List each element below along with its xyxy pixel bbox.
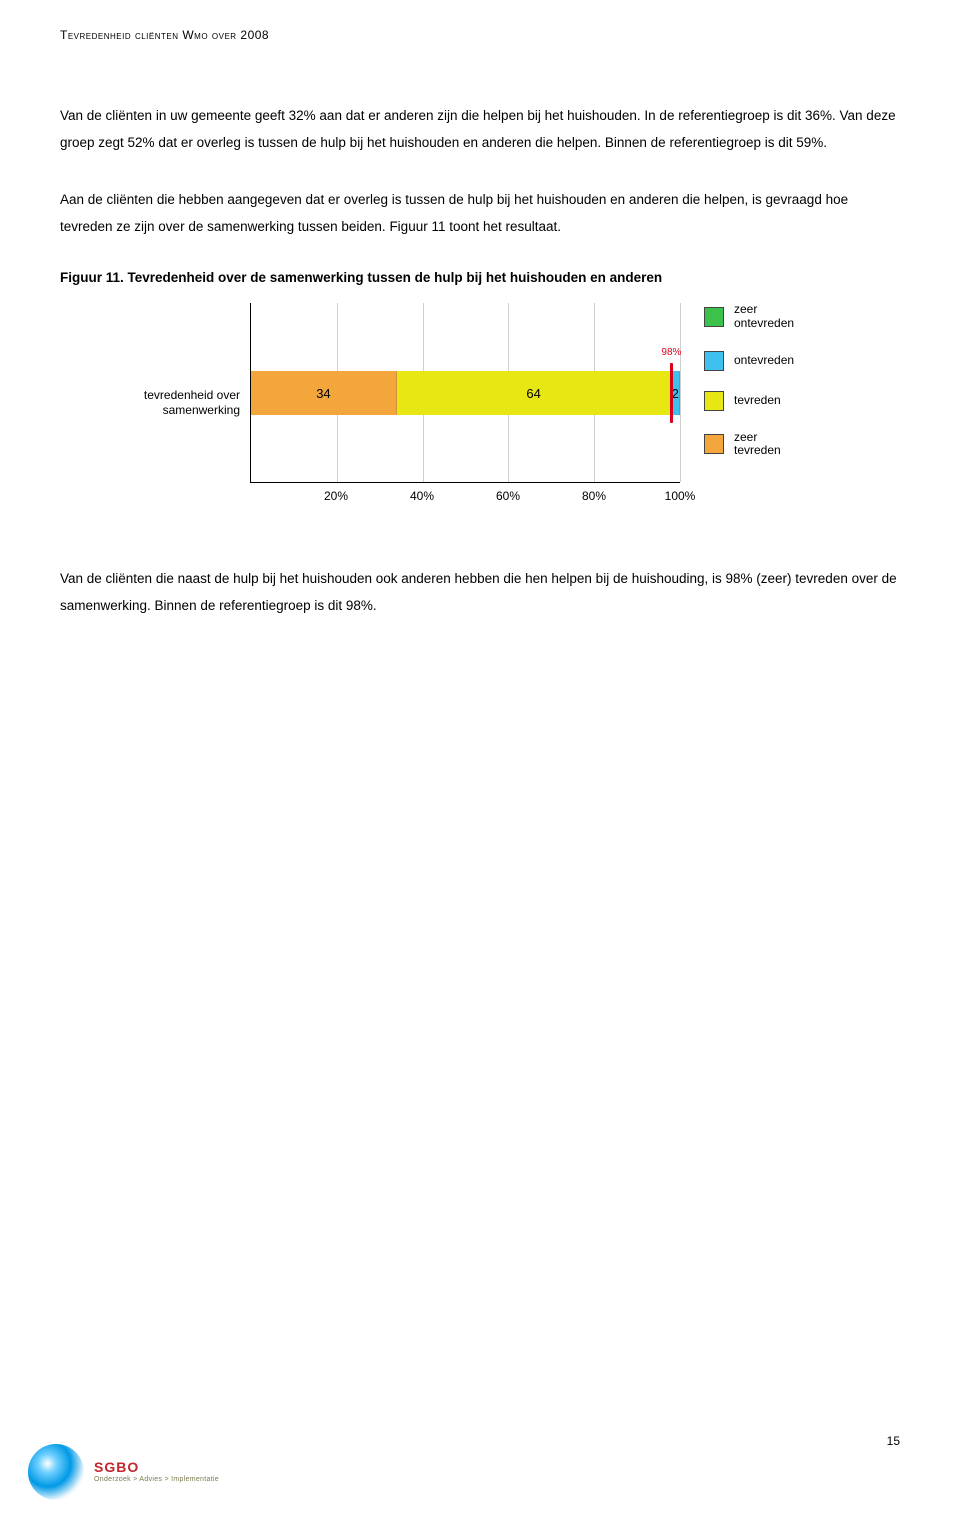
legend-label: tevreden: [734, 394, 781, 408]
legend-swatch: [704, 391, 724, 411]
page-footer: 15 SGBO Onderzoek > Advies > Implementat…: [0, 1434, 960, 1514]
chart-bar-segment: 64: [397, 371, 672, 415]
chart-container: tevredenheid over samenwerking 3464298% …: [120, 303, 900, 515]
reference-label: 98%: [661, 347, 681, 358]
legend-item: zeer tevreden: [704, 431, 794, 459]
y-axis-label: tevredenheid over samenwerking: [120, 388, 250, 418]
x-axis-tick: 60%: [496, 489, 520, 503]
legend-swatch: [704, 307, 724, 327]
logo-text: SGBO Onderzoek > Advies > Implementatie: [94, 1460, 219, 1483]
chart-area: 3464298% 20%40%60%80%100%: [250, 303, 680, 515]
chart-plot: 34642 98%: [250, 303, 680, 483]
logo-name: SGBO: [94, 1460, 219, 1475]
chart-bar-row: 34642: [251, 371, 680, 415]
legend-item: ontevreden: [704, 351, 794, 371]
paragraph-1: Van de cliënten in uw gemeente geeft 32%…: [60, 102, 900, 156]
figure-caption: Figuur 11. Tevredenheid over de samenwer…: [60, 270, 900, 285]
page-header-title: Tevredenheid cliënten Wmo over 2008: [60, 28, 900, 42]
paragraph-3: Van de cliënten die naast de hulp bij he…: [60, 565, 900, 619]
x-axis-tick: 80%: [582, 489, 606, 503]
legend-item: tevreden: [704, 391, 794, 411]
legend-swatch: [704, 351, 724, 371]
logo-tagline: Onderzoek > Advies > Implementatie: [94, 1476, 219, 1484]
x-axis-tick: 100%: [665, 489, 696, 503]
x-axis-tick: 20%: [324, 489, 348, 503]
logo-dot-icon: [28, 1444, 84, 1500]
x-axis-tick: 40%: [410, 489, 434, 503]
chart-gridline: [680, 303, 681, 482]
legend-item: zeer ontevreden: [704, 303, 794, 331]
footer-logo: SGBO Onderzoek > Advies > Implementatie: [28, 1444, 219, 1500]
x-axis-ticks: 20%40%60%80%100%: [250, 489, 680, 515]
page-number: 15: [887, 1434, 900, 1448]
legend-label: zeer ontevreden: [734, 303, 794, 331]
reference-line: [670, 363, 673, 423]
chart-bar-segment: 34: [251, 371, 397, 415]
legend-swatch: [704, 434, 724, 454]
legend-label: zeer tevreden: [734, 431, 781, 459]
paragraph-2: Aan de cliënten die hebben aangegeven da…: [60, 186, 900, 240]
chart-legend: zeer ontevreden ontevreden tevreden zeer te…: [704, 303, 794, 458]
legend-label: ontevreden: [734, 354, 794, 368]
